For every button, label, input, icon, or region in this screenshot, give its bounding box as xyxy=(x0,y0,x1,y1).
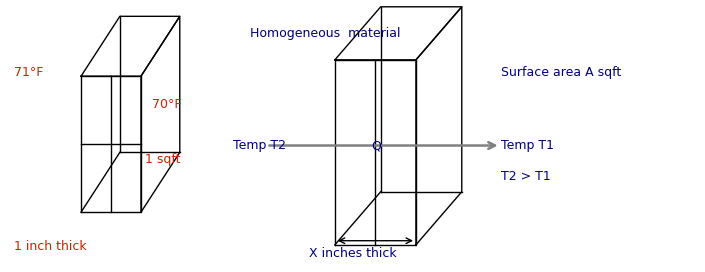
Text: 70°F: 70°F xyxy=(152,98,181,111)
Text: Temp T1: Temp T1 xyxy=(501,139,553,152)
Text: Q: Q xyxy=(372,139,381,152)
Text: 1 inch thick: 1 inch thick xyxy=(14,240,87,253)
Text: 71°F: 71°F xyxy=(14,66,44,79)
Text: Temp T2: Temp T2 xyxy=(233,139,286,152)
Text: Surface area A sqft: Surface area A sqft xyxy=(501,66,621,79)
Text: T2 > T1: T2 > T1 xyxy=(501,170,551,183)
Text: Homogeneous  material: Homogeneous material xyxy=(250,27,400,41)
Text: X inches thick: X inches thick xyxy=(309,247,396,260)
Text: 1 sqft: 1 sqft xyxy=(145,153,180,166)
